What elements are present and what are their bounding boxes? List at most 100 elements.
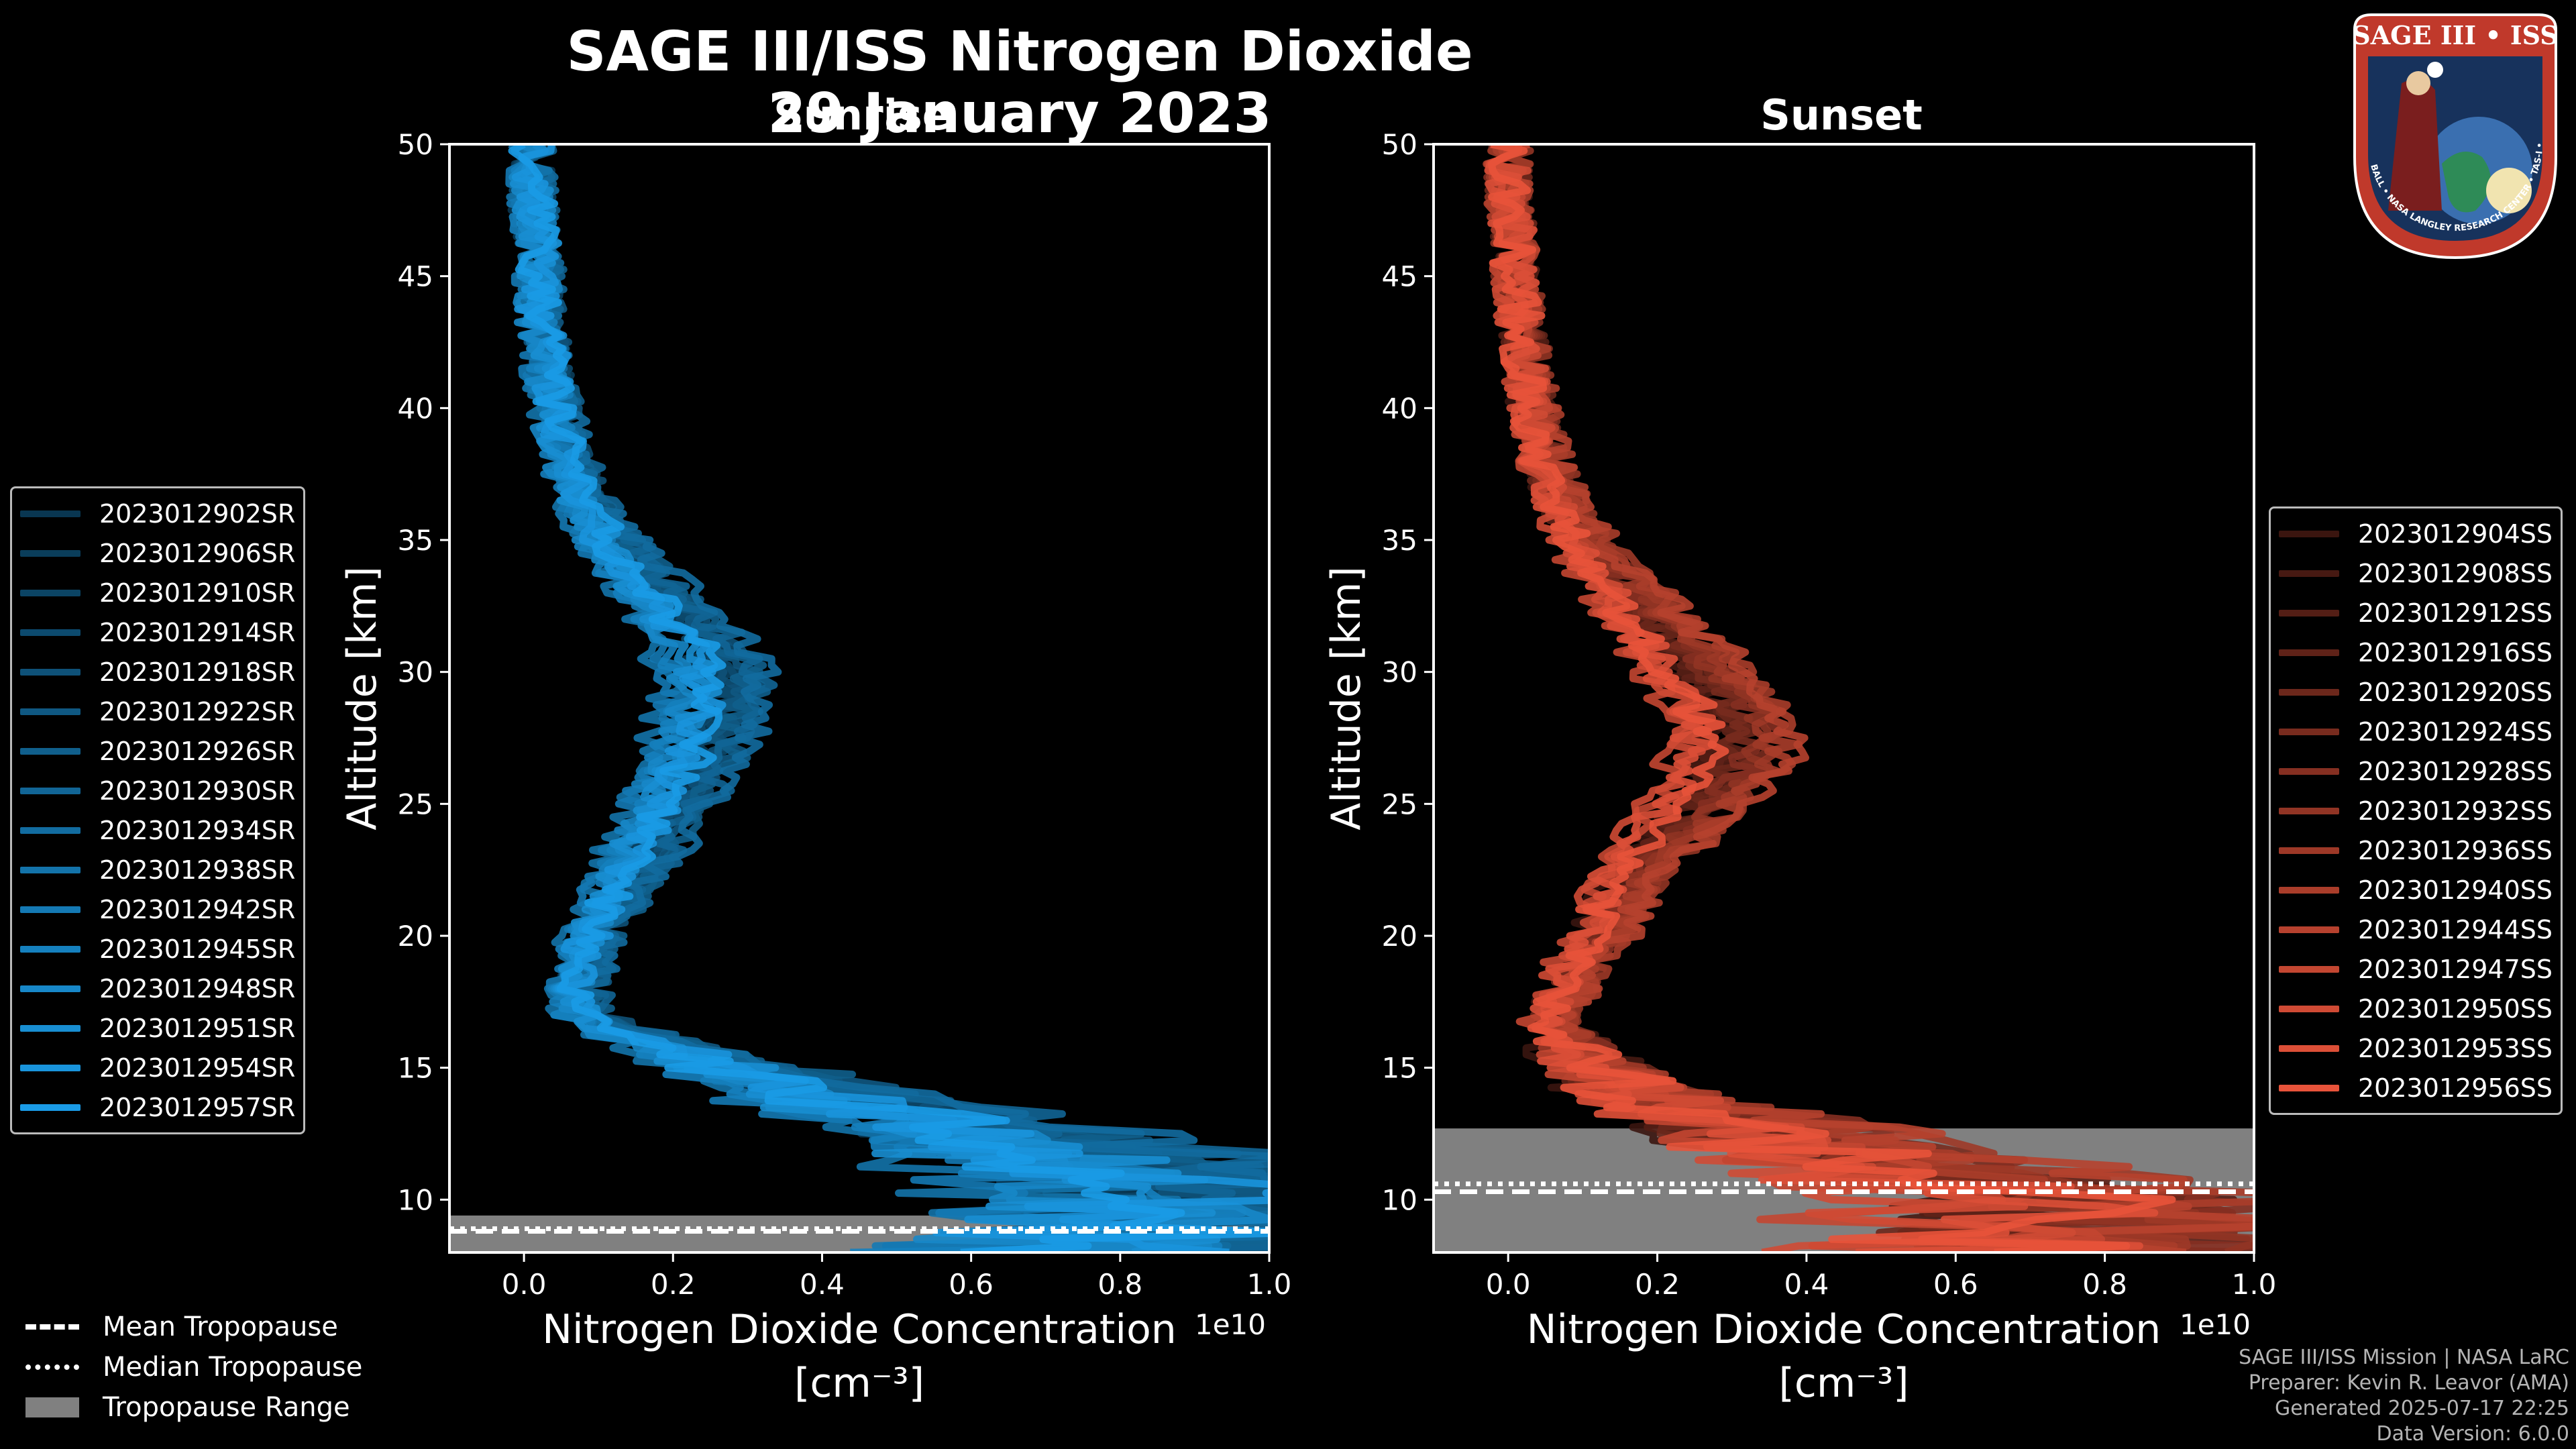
sunrise-profile-line (508, 144, 1269, 1252)
y-axis-label: Altitude [km] (1323, 566, 1370, 830)
legend-swatch (20, 510, 80, 517)
legend-swatch (2279, 1084, 2339, 1091)
sage-mission-logo: SAGE III • ISS BALL • NASA LANGLEY RESEA… (2341, 9, 2559, 260)
legend-item: 2023012957SR (20, 1087, 295, 1127)
legend-label: 2023012920SS (2358, 677, 2553, 707)
legend-item: 2023012950SS (2279, 989, 2553, 1028)
legend-swatch (2279, 649, 2339, 656)
legend-item: 2023012956SS (2279, 1068, 2553, 1108)
sunrise-profile-line (510, 144, 1269, 1252)
legend-label: 2023012910SR (99, 578, 296, 608)
legend-swatch (20, 866, 80, 873)
legend-swatch (2279, 728, 2339, 735)
legend-swatch (20, 945, 80, 953)
legend-swatch (2279, 570, 2339, 577)
sunrise-subtitle: Sunrise (773, 91, 951, 140)
legend-swatch (2279, 688, 2339, 696)
legend-label: 2023012945SR (99, 934, 296, 964)
y-tick-label: 10 (398, 1183, 433, 1216)
legend-mean-tropopause: Mean Tropopause (25, 1307, 362, 1347)
legend-label: 2023012953SS (2358, 1033, 2553, 1063)
legend-item: 2023012948SR (20, 969, 295, 1008)
legend-swatch (20, 985, 80, 992)
legend-label: 2023012922SR (99, 696, 296, 727)
legend-item: 2023012932SS (2279, 791, 2553, 830)
y-tick-label: 20 (398, 920, 433, 953)
legend-item: 2023012914SR (20, 612, 295, 652)
credit-line: SAGE III/ISS Mission | NASA LaRC (2239, 1346, 2569, 1369)
legend-label: 2023012912SS (2358, 598, 2553, 628)
mean-tropopause-label: Mean Tropopause (103, 1311, 338, 1342)
legend-label: 2023012914SR (99, 617, 296, 647)
x-tick-label: 0.4 (800, 1268, 845, 1301)
y-tick-label: 40 (398, 392, 433, 425)
credit-line: Data Version: 6.0.0 (2376, 1422, 2569, 1446)
legend-swatch (20, 1064, 80, 1071)
x-axis-unit: [cm⁻³] (1779, 1360, 1909, 1407)
x-tick-label: 0.6 (1933, 1268, 1978, 1301)
legend-swatch (2279, 767, 2339, 775)
legend-label: 2023012938SR (99, 855, 296, 885)
y-tick-label: 30 (1382, 656, 1417, 689)
legend-label: 2023012932SS (2358, 796, 2553, 826)
legend-swatch (2279, 807, 2339, 814)
legend-swatch (2279, 886, 2339, 894)
y-tick-label: 20 (1382, 920, 1417, 953)
legend-item: 2023012944SS (2279, 910, 2553, 949)
legend-item: 2023012947SS (2279, 949, 2553, 989)
legend-label: 2023012934SR (99, 815, 296, 845)
x-tick-label: 0.8 (1097, 1268, 1142, 1301)
x-tick-label: 0.2 (651, 1268, 696, 1301)
legend-label: 2023012954SR (99, 1053, 296, 1083)
legend-item: 2023012908SS (2279, 553, 2553, 593)
y-tick-label: 50 (398, 128, 433, 161)
credits: SAGE III/ISS Mission | NASA LaRC Prepare… (2239, 1345, 2569, 1447)
range-swatch (25, 1397, 79, 1417)
legend-swatch (20, 1024, 80, 1032)
y-tick-label: 45 (1382, 260, 1417, 293)
legend-swatch (20, 589, 80, 596)
y-tick-label: 25 (1382, 788, 1417, 820)
legend-swatch (20, 826, 80, 834)
legend-item: 2023012918SR (20, 652, 295, 692)
y-tick-label: 35 (398, 524, 433, 557)
legend-swatch (20, 747, 80, 755)
legend-swatch (20, 629, 80, 636)
x-tick-label: 0.0 (502, 1268, 547, 1301)
legend-item: 2023012945SR (20, 929, 295, 969)
legend-label: 2023012948SR (99, 973, 296, 1004)
legend-item: 2023012902SR (20, 494, 295, 533)
legend-label: 2023012930SR (99, 775, 296, 806)
sunrise-axes-frame (448, 143, 1271, 1254)
x-offset-text: 1e10 (1195, 1308, 1266, 1341)
legend-item: 2023012954SR (20, 1048, 295, 1087)
legend-swatch (2279, 1044, 2339, 1052)
legend-item: 2023012912SS (2279, 593, 2553, 633)
y-tick-label: 15 (398, 1052, 433, 1085)
legend-swatch (20, 549, 80, 557)
legend-swatch (2279, 965, 2339, 973)
dotted-line-swatch (25, 1364, 79, 1370)
credit-line: Generated 2025-07-17 22:25 (2274, 1397, 2569, 1420)
legend-item: 2023012926SR (20, 731, 295, 771)
legend-item: 2023012906SR (20, 533, 295, 573)
tropopause-legend: Mean Tropopause Median Tropopause Tropop… (25, 1307, 362, 1428)
legend-item: 2023012934SR (20, 810, 295, 850)
legend-item: 2023012953SS (2279, 1028, 2553, 1068)
legend-label: 2023012956SS (2358, 1073, 2553, 1103)
legend-label: 2023012942SR (99, 894, 296, 924)
legend-tropopause-range: Tropopause Range (25, 1387, 362, 1428)
legend-label: 2023012947SS (2358, 954, 2553, 984)
x-tick-label: 0.8 (2082, 1268, 2127, 1301)
legend-label: 2023012944SS (2358, 914, 2553, 945)
legend-label: 2023012908SS (2358, 558, 2553, 588)
y-tick-label: 25 (398, 788, 433, 820)
legend-item: 2023012940SS (2279, 870, 2553, 910)
y-tick-label: 10 (1382, 1183, 1417, 1216)
legend-label: 2023012904SS (2358, 519, 2553, 549)
legend-item: 2023012920SS (2279, 672, 2553, 712)
legend-swatch (20, 708, 80, 715)
median-tropopause-label: Median Tropopause (103, 1352, 363, 1383)
